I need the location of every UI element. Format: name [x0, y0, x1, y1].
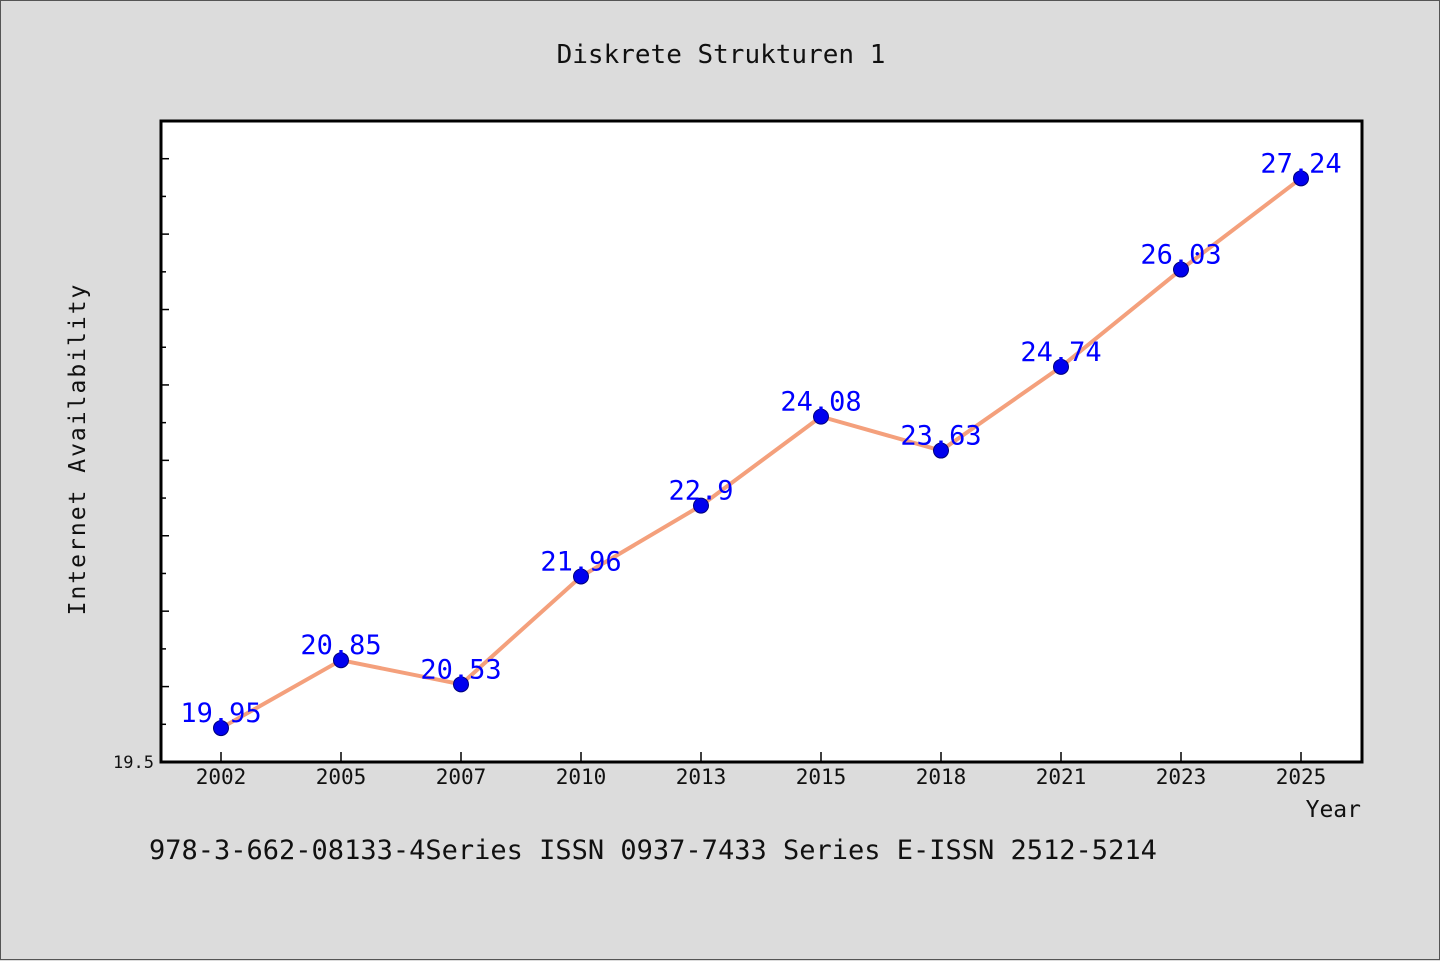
data-point	[813, 408, 829, 425]
chart-title: Diskrete Strukturen 1	[557, 40, 886, 70]
data-point	[1173, 261, 1189, 278]
y-axis-label: Internet Availability	[65, 283, 91, 616]
data-label: 23.63	[900, 421, 981, 452]
series-markers	[213, 170, 1309, 737]
data-point	[693, 497, 709, 514]
x-tick-label: 2002	[196, 765, 247, 789]
x-tick-label: 2025	[1276, 765, 1327, 789]
data-point	[453, 676, 469, 693]
x-axis-tick-labels: 2002 2005 2007 2010 2013 2015 2018 2021 2023 2025	[196, 765, 1327, 789]
data-label: 20.85	[300, 630, 381, 661]
x-tick-label: 2015	[796, 765, 847, 789]
data-label: 26.03	[1140, 240, 1221, 271]
data-point	[213, 720, 229, 737]
x-tick-label: 2010	[556, 765, 607, 789]
x-tick-label: 2013	[676, 765, 727, 789]
data-point	[573, 568, 589, 585]
data-label: 21.96	[540, 546, 621, 577]
data-label: 22.9	[668, 476, 733, 507]
x-tick-label: 2018	[916, 765, 967, 789]
data-labels: 19.95 20.85 20.53 21.96 22.9 24.08 23.63 24.74 2…	[180, 148, 1341, 729]
y-axis-ticks	[161, 157, 169, 763]
data-point	[1053, 358, 1069, 375]
x-axis-label: Year	[1306, 797, 1361, 823]
series-line	[219, 176, 1303, 731]
x-axis-ticks	[220, 752, 1302, 762]
data-label: 24.74	[1020, 337, 1101, 368]
data-point	[1293, 170, 1309, 187]
x-tick-label: 2021	[1036, 765, 1087, 789]
data-label: 20.53	[420, 654, 501, 685]
x-tick-label: 2023	[1156, 765, 1207, 789]
plot-area	[159, 119, 1364, 764]
isbn-caption: 978-3-662-08133-4Series ISSN 0937-7433 S…	[149, 835, 1157, 866]
y-tick-label: 19.5	[113, 753, 154, 773]
data-label: 27.24	[1260, 148, 1341, 179]
x-tick-label: 2005	[316, 765, 367, 789]
data-label: 19.95	[180, 698, 261, 729]
data-point	[333, 652, 349, 669]
data-point	[933, 442, 949, 459]
data-label: 24.08	[780, 387, 861, 418]
x-tick-label: 2007	[436, 765, 487, 789]
